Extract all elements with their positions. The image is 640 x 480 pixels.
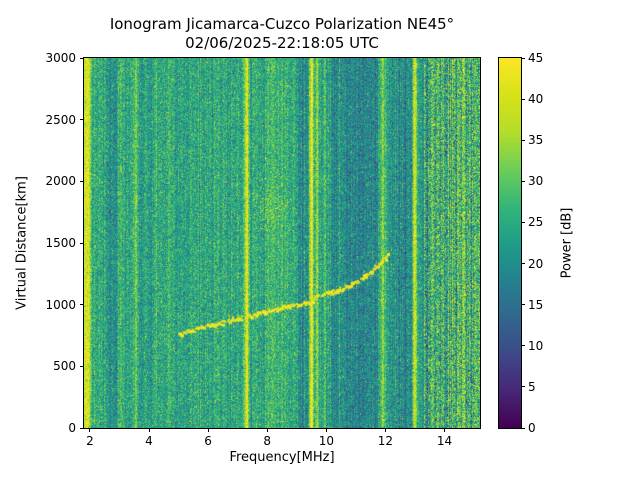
x-tick-mark (148, 428, 150, 432)
colorbar-tick-label: 5 (528, 379, 536, 394)
chart-title-line2: 02/06/2025-22:18:05 UTC (185, 34, 379, 52)
x-axis-label: Frequency[MHz] (229, 450, 335, 465)
colorbar-tick-mark (521, 221, 525, 223)
colorbar-tick-mark (521, 98, 525, 100)
colorbar-tick-mark (521, 345, 525, 347)
x-tick-label: 6 (204, 434, 212, 448)
y-tick-label: 2500 (45, 112, 76, 127)
colorbar-tick-mark (521, 304, 525, 306)
plot-frame (83, 57, 481, 429)
colorbar-label: Power [dB] (559, 207, 575, 279)
x-tick-mark (384, 428, 386, 432)
x-tick-label: 8 (263, 434, 272, 448)
colorbar-tick-mark (521, 386, 525, 388)
y-tick-mark (80, 365, 84, 367)
ionogram-heatmap (84, 58, 480, 428)
y-tick-mark (80, 119, 84, 121)
y-tick-label: 2000 (45, 174, 76, 189)
y-tick-label: 3000 (45, 51, 76, 65)
colorbar-tick-label: 35 (528, 133, 544, 148)
y-tick-mark (80, 57, 84, 59)
x-tick-mark (266, 428, 268, 432)
colorbar-tick-label: 30 (528, 174, 544, 189)
y-tick-mark (80, 180, 84, 182)
chart-title: Ionogram Jicamarca-Cuzco Polarization NE… (84, 15, 480, 53)
x-tick-label: 4 (145, 434, 153, 448)
x-tick-mark (207, 428, 209, 432)
colorbar-tick-mark (521, 139, 525, 141)
colorbar-frame (498, 57, 522, 429)
colorbar-tick-label: 0 (528, 421, 536, 435)
colorbar-tick-label: 45 (528, 51, 544, 65)
chart-title-line1: Ionogram Jicamarca-Cuzco Polarization NE… (109, 15, 455, 33)
x-tick-label: 14 (436, 434, 453, 448)
x-tick-mark (89, 428, 91, 432)
colorbar-tick-mark (521, 427, 525, 429)
colorbar-tick-label: 20 (528, 256, 544, 271)
x-tick-label: 2 (86, 434, 94, 448)
y-tick-mark (80, 427, 84, 429)
y-tick-label: 1000 (45, 297, 76, 312)
y-axis-label: Virtual Distance[km] (14, 176, 30, 310)
x-tick-label: 12 (377, 434, 394, 448)
colorbar (499, 58, 521, 428)
y-tick-mark (80, 242, 84, 244)
x-tick-label: 10 (318, 434, 334, 448)
colorbar-tick-mark (521, 180, 525, 182)
colorbar-tick-label: 15 (528, 297, 544, 312)
x-tick-mark (444, 428, 446, 432)
x-tick-mark (325, 428, 327, 432)
y-tick-label: 1500 (45, 236, 76, 250)
colorbar-tick-label: 40 (528, 92, 544, 107)
y-tick-label: 500 (53, 359, 76, 374)
y-tick-label: 0 (68, 421, 76, 435)
colorbar-tick-label: 25 (528, 215, 544, 230)
y-tick-mark (80, 304, 84, 306)
colorbar-tick-mark (521, 263, 525, 265)
colorbar-tick-label: 10 (528, 338, 544, 353)
colorbar-tick-mark (521, 57, 525, 59)
